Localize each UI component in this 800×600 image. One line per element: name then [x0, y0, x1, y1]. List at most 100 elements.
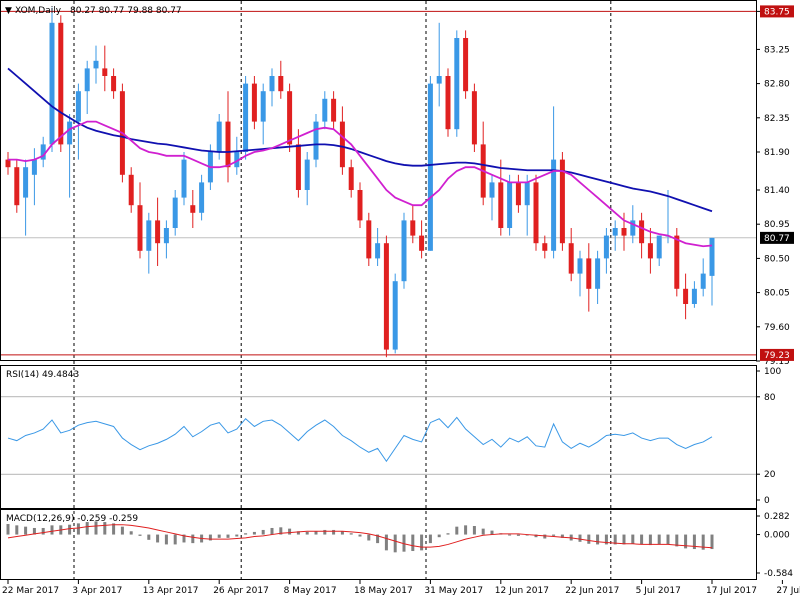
macd-bar: [552, 534, 556, 536]
candle-body: [234, 152, 240, 168]
candle-body: [287, 91, 293, 145]
rsi-label: RSI(14) 49.4843: [6, 370, 79, 380]
candle-body: [366, 220, 372, 259]
time-tick-label: 12 Jun 2017: [495, 586, 549, 596]
candle-body: [542, 243, 548, 251]
macd-panel-frame: [0, 509, 757, 580]
level-label-box: [760, 348, 794, 361]
macd-bar: [508, 534, 512, 536]
macd-bar: [437, 534, 441, 538]
candle-body: [427, 83, 433, 251]
macd-bar: [24, 526, 28, 535]
macd-bar: [675, 534, 679, 547]
candle-body: [278, 76, 284, 92]
macd-bar: [393, 534, 397, 553]
macd-tick-label: 0.282: [764, 512, 790, 522]
candle-body: [331, 98, 337, 122]
time-tick-label: 17 Jul 2017: [706, 586, 757, 596]
candle-body: [471, 91, 477, 145]
macd-bar: [85, 522, 89, 535]
time-tick-label: 8 May 2017: [284, 586, 337, 596]
time-tick-label: 22 Jun 2017: [565, 586, 619, 596]
symbol-label: XOM,Daily: [15, 6, 62, 16]
macd-bar: [428, 534, 432, 544]
macd-bar: [129, 531, 133, 535]
time-tick-label: 22 Mar 2017: [2, 586, 59, 596]
candle-body: [216, 121, 222, 152]
macd-bar: [323, 529, 327, 535]
macd-bar: [472, 526, 476, 535]
macd-bar: [296, 531, 300, 535]
ma-slow-line: [7, 67, 713, 213]
macd-bar: [270, 527, 274, 535]
macd-bar: [156, 534, 160, 543]
rsi-tick-label: 80: [764, 393, 776, 403]
price-tick-label: 80.50: [764, 254, 790, 264]
candle-body: [375, 243, 381, 259]
macd-bar: [32, 527, 36, 535]
candle-body: [225, 121, 231, 168]
level-label-box: [760, 5, 794, 18]
macd-bar: [191, 534, 195, 544]
macd-bar: [120, 526, 124, 535]
macd-bar: [112, 523, 116, 535]
macd-bar: [411, 534, 415, 552]
candle-body: [621, 228, 627, 236]
macd-bar: [640, 534, 644, 545]
macd-bar: [587, 534, 591, 544]
macd-bar: [666, 534, 670, 545]
candle-body: [93, 60, 99, 69]
macd-bar: [358, 534, 362, 537]
macd-bar: [464, 525, 468, 535]
candle-body: [524, 182, 530, 206]
macd-tick-label: -0.584: [764, 569, 793, 579]
time-tick-label: 31 May 2017: [424, 586, 483, 596]
candle-body: [339, 121, 345, 168]
macd-bar: [68, 524, 72, 535]
candle-body: [463, 38, 469, 92]
candle-body: [533, 182, 539, 244]
candle-body: [40, 144, 46, 160]
candle-body: [709, 237, 715, 276]
macd-bar: [701, 534, 705, 550]
price-tick-label: 80.05: [764, 289, 790, 299]
macd-bar: [6, 524, 10, 535]
time-tick-label: 13 Apr 2017: [143, 586, 199, 596]
candle-body: [515, 182, 521, 206]
current-price-box: [760, 231, 794, 244]
candle-body: [639, 220, 645, 244]
price-tick-label: 83.25: [764, 45, 790, 55]
level-label: 83.75: [764, 7, 790, 17]
candle-body: [269, 76, 275, 92]
candle-body: [322, 98, 328, 122]
macd-bar: [261, 529, 265, 535]
candle-body: [577, 258, 583, 274]
macd-label: MACD(12,26,9) -0.259 -0.259: [6, 514, 138, 524]
candle-body: [586, 258, 592, 289]
time-tick-label: 5 Jul 2017: [636, 586, 681, 596]
macd-bar: [252, 531, 256, 535]
candle-body: [137, 205, 143, 251]
macd-bar: [622, 534, 626, 545]
time-tick-label: 18 May 2017: [354, 586, 413, 596]
candle-body: [595, 258, 601, 289]
price-tick-label: 81.90: [764, 148, 790, 158]
macd-bar: [613, 534, 617, 545]
chart-menu-icon[interactable]: ▼: [5, 6, 12, 16]
candle-body: [612, 228, 618, 236]
macd-bar: [560, 534, 564, 538]
candle-body: [419, 235, 425, 251]
macd-layer: [6, 521, 714, 553]
macd-bar: [41, 527, 45, 535]
macd-bar: [446, 533, 450, 535]
candle-body: [568, 243, 574, 274]
macd-bar: [481, 528, 485, 535]
candle-body: [357, 190, 363, 221]
candle-body: [313, 121, 319, 160]
macd-bar: [657, 534, 661, 545]
macd-bar: [103, 522, 107, 535]
macd-bar: [490, 530, 494, 535]
macd-bar: [235, 534, 239, 537]
candle-body: [243, 83, 249, 152]
